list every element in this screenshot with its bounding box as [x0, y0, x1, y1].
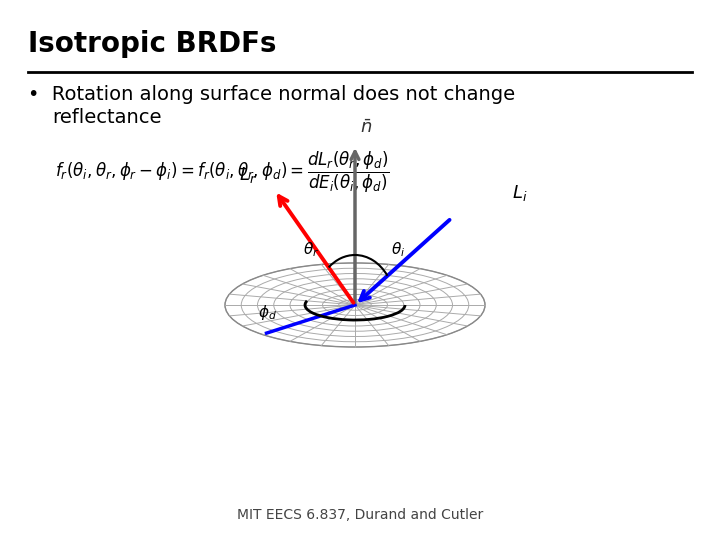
Text: MIT EECS 6.837, Durand and Cutler: MIT EECS 6.837, Durand and Cutler [237, 508, 483, 522]
Text: $L_r$: $L_r$ [239, 165, 257, 185]
Text: $L_i$: $L_i$ [512, 183, 527, 203]
Text: $\theta_r$: $\theta_r$ [302, 241, 319, 259]
Text: $\bar{n}$: $\bar{n}$ [360, 119, 372, 137]
Ellipse shape [225, 263, 485, 347]
Text: $\phi_d$: $\phi_d$ [258, 303, 277, 322]
Text: •  Rotation along surface normal does not change: • Rotation along surface normal does not… [28, 85, 515, 104]
Text: $\theta_i$: $\theta_i$ [391, 241, 405, 259]
Text: Isotropic BRDFs: Isotropic BRDFs [28, 30, 276, 58]
Text: $f_r(\theta_i, \theta_r, \phi_r - \phi_i) = f_r(\theta_i, \theta_r, \phi_d) = \d: $f_r(\theta_i, \theta_r, \phi_r - \phi_i… [55, 150, 390, 195]
Text: reflectance: reflectance [52, 108, 161, 127]
